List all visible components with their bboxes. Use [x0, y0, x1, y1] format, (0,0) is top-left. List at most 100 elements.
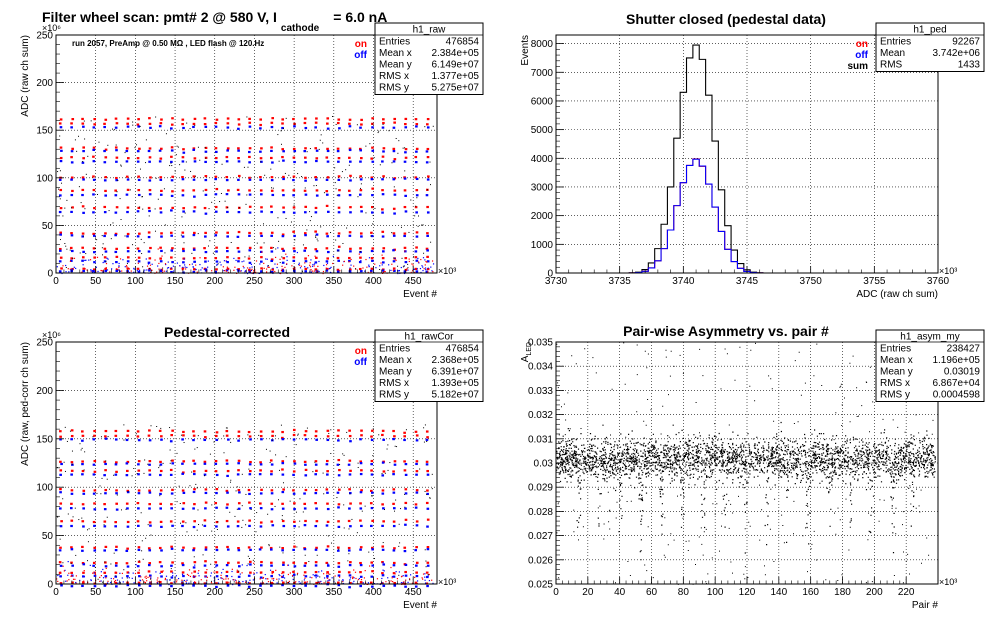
data-point-on	[159, 157, 163, 160]
data-point-on	[304, 562, 307, 565]
scatter-dot	[127, 491, 129, 493]
data-point-on	[171, 459, 174, 462]
data-point-off	[104, 269, 108, 273]
data-point-on	[171, 190, 174, 193]
data-point-on	[360, 429, 363, 432]
data-point-on	[160, 147, 163, 150]
data-point-on	[126, 571, 130, 574]
data-point-off	[337, 584, 341, 587]
data-point-off	[160, 549, 163, 552]
data-point-on	[59, 207, 63, 210]
data-points	[56, 424, 434, 589]
data-point-off	[137, 250, 141, 253]
noise-point	[235, 582, 237, 584]
data-point-off	[58, 210, 62, 214]
data-point-on	[115, 255, 119, 258]
scatter-dot	[108, 210, 110, 212]
stats-key: RMS y	[880, 390, 910, 401]
data-point-off	[171, 524, 174, 527]
chart-title-1: Filter wheel scan: pmt# 2 @ 580 V, Icath…	[42, 9, 387, 34]
noise-point	[185, 580, 187, 582]
noise-point	[262, 582, 264, 584]
noise-point	[382, 271, 384, 274]
noise-point	[326, 573, 328, 575]
scatter-dot	[219, 201, 221, 203]
data-point-off	[214, 270, 218, 273]
data-point-on	[181, 123, 184, 126]
noise-point	[114, 571, 117, 573]
data-point-off	[248, 473, 252, 476]
scatter-dot	[169, 579, 171, 581]
scatter-dot	[112, 128, 114, 130]
data-point-off	[260, 234, 263, 238]
data-point-off	[304, 193, 308, 196]
scatter-dot	[59, 198, 61, 200]
scatter-dot	[207, 245, 209, 247]
scatter-dot	[136, 144, 138, 146]
scatter-dot	[379, 268, 381, 270]
data-point-off	[381, 269, 385, 272]
noise-point	[379, 265, 381, 267]
scatter-dot	[317, 240, 319, 242]
scatter-dot	[297, 434, 299, 436]
data-point-on	[425, 247, 429, 250]
data-point-off	[325, 548, 329, 551]
noise-point	[102, 271, 104, 273]
data-point-on	[281, 436, 284, 440]
data-point-on	[70, 461, 74, 464]
data-point-off	[148, 473, 152, 476]
data-point-off	[158, 149, 162, 152]
y-tick-label: 0.032	[528, 410, 553, 421]
scatter-dot	[141, 550, 143, 552]
data-point-on	[159, 257, 162, 260]
noise-point	[136, 259, 138, 261]
noise-point	[186, 579, 188, 581]
stats-key: RMS	[880, 60, 903, 71]
data-point-off	[326, 127, 330, 130]
noise-point	[355, 577, 357, 580]
data-point-off	[293, 250, 296, 253]
data-point-on	[170, 155, 173, 158]
scatter-dot	[277, 134, 279, 136]
data-point-on	[148, 188, 152, 192]
scatter-dot	[284, 172, 286, 174]
scatter-dot	[183, 242, 185, 244]
data-point-off	[260, 260, 263, 263]
data-point-off	[160, 565, 163, 568]
data-point-off	[426, 260, 430, 263]
data-point-on	[104, 189, 107, 193]
data-point-on	[349, 561, 352, 564]
data-point-off	[225, 269, 229, 272]
data-point-off	[270, 584, 273, 587]
noise-point	[360, 579, 363, 581]
data-point-off	[292, 194, 295, 197]
data-point-on	[403, 460, 406, 463]
data-point-off	[137, 524, 140, 527]
scatter-dot	[247, 166, 249, 168]
data-point-on	[237, 118, 241, 121]
data-point-off	[360, 524, 363, 528]
data-point-off	[337, 574, 341, 577]
data-point-on	[181, 189, 185, 192]
data-point-on	[349, 206, 352, 209]
scatter-dot	[230, 241, 232, 243]
scatter-dot	[83, 469, 85, 471]
noise-point	[264, 573, 266, 576]
legend-entry-on: on	[355, 39, 367, 50]
data-point-off	[348, 125, 352, 128]
noise-point	[119, 270, 121, 272]
data-point-on	[182, 207, 185, 210]
scatter-dot	[123, 439, 125, 441]
data-point-off	[70, 585, 74, 588]
noise-point	[424, 259, 426, 261]
data-point-off	[225, 462, 229, 465]
scatter-dot	[159, 495, 161, 497]
noise-point	[270, 271, 272, 273]
data-point-off	[304, 179, 307, 182]
data-point-off	[126, 507, 129, 510]
data-point-off	[69, 507, 73, 510]
scatter-dot	[87, 541, 89, 543]
data-point-on	[81, 246, 84, 249]
scatter-dot	[138, 560, 140, 562]
noise-point	[315, 268, 317, 270]
